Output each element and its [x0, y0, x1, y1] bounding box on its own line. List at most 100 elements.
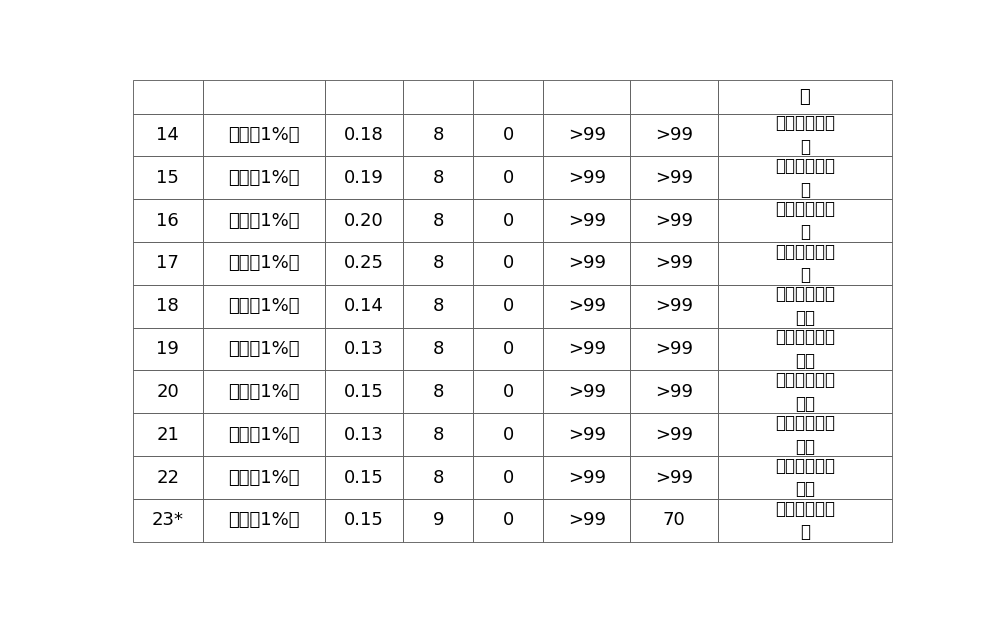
Text: 17: 17 [156, 254, 179, 272]
Bar [325, 371, 403, 413]
Text: >99: >99 [655, 383, 693, 401]
Text: >99: >99 [568, 169, 606, 187]
Bar [630, 156, 718, 199]
Text: 0: 0 [503, 298, 514, 315]
Text: 9: 9 [433, 511, 444, 529]
Bar [203, 413, 325, 456]
Bar [203, 285, 325, 328]
Bar [203, 199, 325, 242]
Text: 8: 8 [433, 126, 444, 144]
Text: 浅黄色，清澈
透明: 浅黄色，清澈 透明 [775, 328, 835, 370]
Bar [325, 328, 403, 371]
Bar [403, 328, 473, 371]
Bar [203, 114, 325, 156]
Text: 0: 0 [503, 469, 514, 487]
Bar [325, 242, 403, 285]
Text: 0: 0 [503, 126, 514, 144]
Bar [543, 114, 630, 156]
Text: >99: >99 [568, 469, 606, 487]
Text: 黄色，清澈透
明: 黄色，清澈透 明 [775, 157, 835, 199]
Text: 0: 0 [503, 340, 514, 358]
Text: 70: 70 [663, 511, 685, 529]
Bar [718, 499, 892, 542]
Bar [630, 114, 718, 156]
Text: >99: >99 [655, 169, 693, 187]
Text: >99: >99 [568, 511, 606, 529]
Text: 22: 22 [156, 469, 179, 487]
Text: 0.25: 0.25 [344, 254, 384, 272]
Text: 0: 0 [503, 383, 514, 401]
Text: 0.20: 0.20 [344, 212, 384, 229]
Bar [325, 456, 403, 499]
Bar [403, 371, 473, 413]
Bar [133, 242, 203, 285]
Bar [133, 80, 203, 114]
Bar [630, 80, 718, 114]
Bar [543, 80, 630, 114]
Text: 0: 0 [503, 254, 514, 272]
Bar [718, 328, 892, 371]
Bar [133, 328, 203, 371]
Text: 8: 8 [433, 212, 444, 229]
Bar [403, 242, 473, 285]
Text: 吵啖（1%）: 吵啖（1%） [228, 511, 299, 529]
Bar [630, 242, 718, 285]
Text: 浅黄色，清澈
透明: 浅黄色，清澈 透明 [775, 414, 835, 456]
Text: >99: >99 [655, 298, 693, 315]
Text: 0.18: 0.18 [344, 126, 384, 144]
Bar [403, 456, 473, 499]
Bar [718, 371, 892, 413]
Bar [473, 156, 543, 199]
Text: 18: 18 [156, 298, 179, 315]
Bar [718, 156, 892, 199]
Bar [403, 80, 473, 114]
Text: 8: 8 [433, 254, 444, 272]
Bar [718, 114, 892, 156]
Bar [473, 242, 543, 285]
Bar [133, 285, 203, 328]
Text: 0: 0 [503, 426, 514, 444]
Text: 0: 0 [503, 169, 514, 187]
Bar [203, 371, 325, 413]
Bar [543, 456, 630, 499]
Text: 浅黄色，清澈
透明: 浅黄色，清澈 透明 [775, 457, 835, 498]
Bar [133, 499, 203, 542]
Text: 吵啖（1%）: 吵啖（1%） [228, 169, 299, 187]
Text: 吵啖（1%）: 吵啖（1%） [228, 469, 299, 487]
Bar [203, 456, 325, 499]
Bar [133, 371, 203, 413]
Bar [325, 499, 403, 542]
Text: 15: 15 [156, 169, 179, 187]
Text: 8: 8 [433, 340, 444, 358]
Bar [203, 242, 325, 285]
Bar [203, 328, 325, 371]
Bar [325, 156, 403, 199]
Text: 8: 8 [433, 469, 444, 487]
Bar [325, 199, 403, 242]
Bar [325, 80, 403, 114]
Bar [718, 456, 892, 499]
Text: >99: >99 [568, 340, 606, 358]
Bar [630, 328, 718, 371]
Bar [473, 456, 543, 499]
Bar [630, 371, 718, 413]
Text: >99: >99 [655, 340, 693, 358]
Bar [630, 285, 718, 328]
Text: 20: 20 [156, 383, 179, 401]
Text: 8: 8 [433, 169, 444, 187]
Text: 吵啖（1%）: 吵啖（1%） [228, 126, 299, 144]
Text: 黄色，清澈透
明: 黄色，清澈透 明 [775, 499, 835, 541]
Text: 吵啖（1%）: 吵啖（1%） [228, 298, 299, 315]
Text: 8: 8 [433, 298, 444, 315]
Text: 浅黄色，清澈
透明: 浅黄色，清澈 透明 [775, 286, 835, 327]
Bar [403, 285, 473, 328]
Bar [133, 199, 203, 242]
Bar [133, 114, 203, 156]
Bar [403, 114, 473, 156]
Bar [403, 199, 473, 242]
Text: 吵啖（1%）: 吵啖（1%） [228, 426, 299, 444]
Text: 0: 0 [503, 511, 514, 529]
Text: 吵啖（1%）: 吵啖（1%） [228, 254, 299, 272]
Bar [133, 156, 203, 199]
Bar [630, 413, 718, 456]
